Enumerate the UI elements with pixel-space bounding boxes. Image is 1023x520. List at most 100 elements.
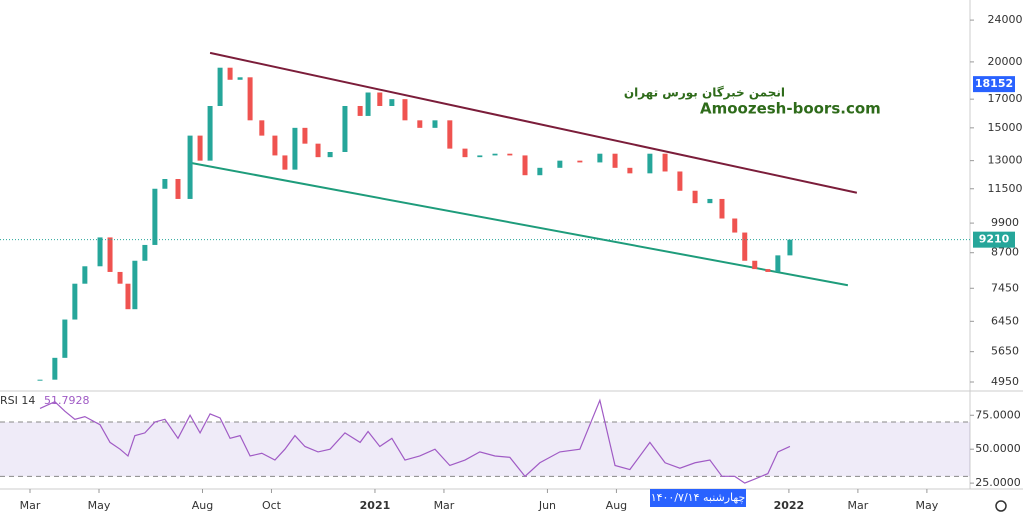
candle (662, 153, 668, 172)
candle (787, 239, 793, 256)
candle (152, 188, 158, 245)
candle (677, 171, 683, 191)
y-tick-label: 7450 (991, 281, 1019, 294)
candle (315, 143, 321, 158)
y-tick-label: 75.0000 (975, 408, 1021, 421)
x-tick-label: Mar (848, 499, 869, 512)
candle (522, 155, 528, 176)
y-tick-label: 4950 (991, 375, 1019, 388)
x-tick-label: Aug (606, 499, 627, 512)
x-tick-label: May (88, 499, 111, 512)
candle (117, 271, 123, 284)
watermark-site: Amoozesh-boors.com (700, 100, 881, 118)
x-tick-label: Jun (538, 499, 556, 512)
x-tick-label: Mar (20, 499, 41, 512)
candle (125, 283, 131, 310)
candle (612, 153, 618, 168)
candle (132, 260, 138, 310)
x-tick-label: Oct (262, 499, 282, 512)
candle (447, 120, 453, 149)
y-tick-label: 50.0000 (975, 442, 1021, 455)
y-tick-label: 15000 (988, 121, 1023, 134)
candle (327, 151, 333, 158)
y-tick-label: 13000 (988, 154, 1023, 167)
candle (765, 269, 771, 272)
candle (775, 255, 781, 272)
candle (187, 135, 193, 199)
candle (462, 148, 468, 158)
candle (432, 120, 438, 128)
candle (72, 283, 78, 320)
candle (197, 135, 203, 161)
candle (107, 237, 113, 272)
y-tick-label: 24000 (988, 13, 1023, 26)
candle (377, 92, 383, 106)
rsi-band (0, 422, 970, 477)
candle (692, 190, 698, 204)
x-tick-label: Aug (192, 499, 213, 512)
candle (597, 153, 603, 163)
candle (357, 105, 363, 116)
candle (647, 153, 653, 174)
candle (52, 357, 58, 380)
watermark-fa: انجمن خبرگان بورس تهران (624, 86, 785, 101)
x-tick-label: 2021 (360, 499, 391, 512)
settings-icon[interactable] (995, 500, 1007, 512)
y-tick-label: 5650 (991, 345, 1019, 358)
y-tick-label: 25.0000 (975, 476, 1021, 489)
y-tick-label: 11500 (988, 182, 1023, 195)
candle (477, 155, 483, 158)
candle (302, 127, 308, 144)
candle (507, 153, 513, 156)
candle (732, 218, 738, 233)
price-label: 9210 (979, 233, 1010, 246)
candle (402, 99, 408, 121)
y-tick-label: 20000 (988, 55, 1023, 68)
candle (217, 67, 223, 106)
candle (142, 244, 148, 261)
candle (389, 99, 395, 106)
candle (247, 77, 253, 121)
y-tick-label: 17000 (988, 92, 1023, 105)
candle (627, 167, 633, 174)
candle (577, 160, 583, 163)
candle (707, 198, 713, 204)
candle (97, 237, 103, 267)
candle (259, 120, 265, 136)
crosshair-date: چهارشنبه ۱۴۰۰/۷/۱۴ (651, 491, 746, 504)
candle (742, 232, 748, 261)
rsi-line (39, 398, 791, 484)
price-label: 18152 (975, 77, 1013, 90)
candle (82, 266, 88, 284)
trendline (209, 51, 858, 194)
candle (365, 92, 371, 116)
candle (237, 77, 243, 80)
candle (62, 319, 68, 358)
rsi-value: 51.7928 (44, 394, 90, 407)
trendline (187, 161, 849, 287)
y-tick-label: 6450 (991, 314, 1019, 327)
candle (537, 167, 543, 176)
candle (292, 127, 298, 170)
x-tick-label: 2022 (774, 499, 805, 512)
price-label-box (973, 231, 1015, 248)
candle (227, 67, 233, 80)
candle (37, 379, 43, 381)
x-tick-label: Mar (434, 499, 455, 512)
price-label-box (973, 76, 1015, 93)
candle (175, 178, 181, 199)
y-tick-label: 9900 (991, 216, 1019, 229)
candle (557, 160, 563, 168)
candle (207, 105, 213, 161)
candle (162, 178, 168, 189)
candle (719, 198, 725, 219)
crosshair-box (650, 489, 746, 507)
candle (272, 135, 278, 156)
candle (492, 153, 498, 156)
candle (752, 260, 758, 270)
rsi-name: RSI 14 (0, 394, 35, 407)
x-tick-label: May (916, 499, 939, 512)
candle (282, 155, 288, 170)
